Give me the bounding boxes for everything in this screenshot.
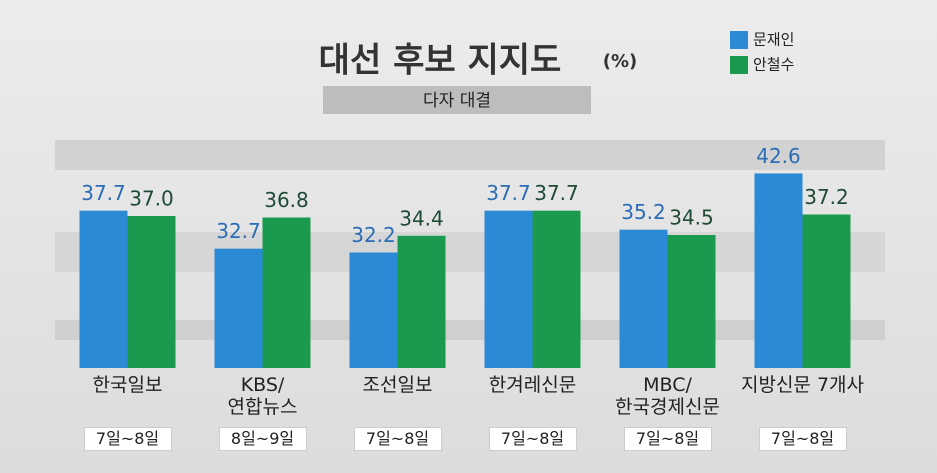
- value-label: 42.6: [756, 144, 801, 168]
- value-label: 32.2: [351, 223, 396, 247]
- value-label: 37.7: [534, 181, 579, 205]
- unit: (%): [603, 51, 638, 72]
- bar: [754, 173, 803, 368]
- bar: [262, 217, 311, 368]
- band: [55, 140, 885, 170]
- value-label: 34.4: [399, 206, 444, 230]
- x-tick-label: 한겨레신문: [488, 374, 577, 396]
- value-label: 37.2: [804, 185, 849, 209]
- bar: [667, 235, 716, 368]
- bar: [619, 229, 668, 368]
- bar: [79, 210, 128, 368]
- bar: [532, 210, 581, 368]
- x-tick-label: 조선일보: [362, 374, 433, 396]
- subtitle: 다자 대결: [423, 91, 491, 111]
- bar: [349, 252, 398, 368]
- period-label: 7일~8일: [758, 427, 847, 451]
- period-label: 7일~8일: [83, 427, 172, 451]
- legend-swatch: [730, 56, 748, 74]
- subtitle-box: [323, 86, 591, 114]
- value-label: 35.2: [621, 200, 666, 224]
- bar: [802, 214, 851, 368]
- period-label: 8일~9일: [218, 427, 307, 451]
- bar: [484, 210, 533, 368]
- value-label: 36.8: [264, 188, 309, 212]
- bar: [397, 235, 446, 368]
- bar: [127, 216, 176, 368]
- x-tick-label: 한국일보: [92, 374, 163, 396]
- period-label: 7일~8일: [623, 427, 712, 451]
- x-tick-label: 지방신문 7개사: [740, 374, 864, 396]
- legend-label: 문재인: [753, 31, 794, 49]
- legend-label: 안철수: [753, 56, 794, 74]
- band: [55, 232, 885, 272]
- chart-title: 대선 후보 지지도: [319, 41, 562, 81]
- value-label: 37.7: [486, 181, 531, 205]
- value-label: 37.0: [129, 187, 174, 211]
- period-label: 7일~8일: [353, 427, 442, 451]
- x-tick-label: KBS/ 연합뉴스: [227, 374, 298, 418]
- legend-swatch: [730, 31, 748, 49]
- value-label: 34.5: [669, 206, 714, 230]
- x-tick-label: MBC/ 한국경제신문: [615, 374, 720, 418]
- bar: [214, 248, 263, 368]
- period-label: 7일~8일: [488, 427, 577, 451]
- value-label: 32.7: [216, 219, 261, 243]
- value-label: 37.7: [81, 181, 126, 205]
